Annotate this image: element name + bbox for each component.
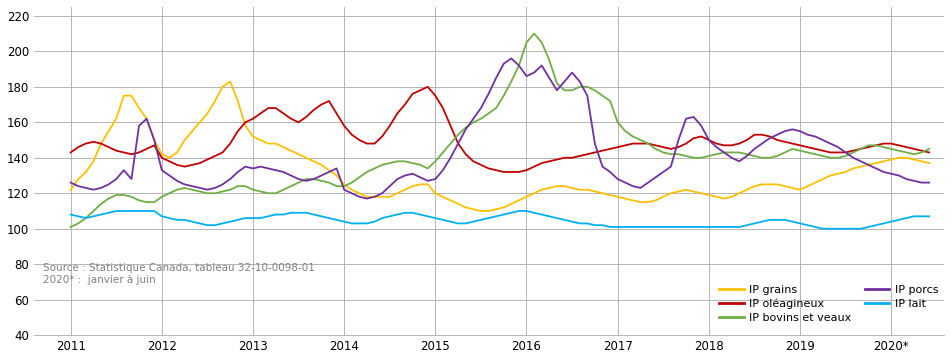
Legend: IP grains, IP oléagineux, IP bovins et veaux, IP porcs, IP lait: IP grains, IP oléagineux, IP bovins et v…: [719, 285, 939, 323]
Text: Source : Statistique Canada, tableau 32-10-0098-01
2020* :  janvier à juin: Source : Statistique Canada, tableau 32-…: [44, 263, 315, 285]
